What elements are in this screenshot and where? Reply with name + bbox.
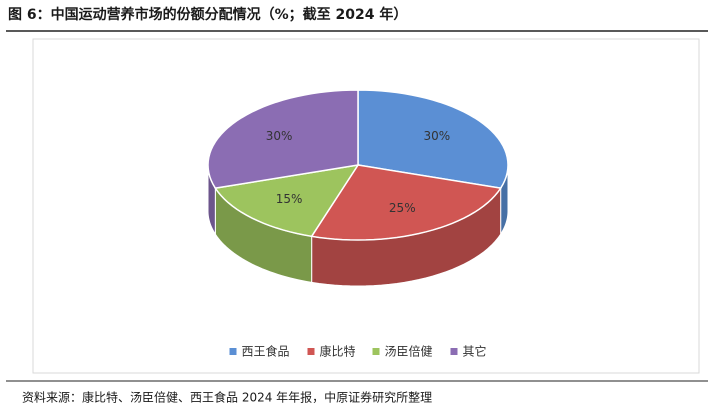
legend-label: 西王食品: [242, 344, 290, 359]
data-label: 30%: [424, 129, 451, 143]
plot-frame: [32, 38, 700, 374]
data-label: 15%: [276, 192, 303, 206]
legend-swatch: [372, 348, 380, 355]
pie-slice: [310, 164, 502, 241]
pie-slice: [357, 89, 509, 189]
legend-label: 康比特: [320, 344, 356, 359]
data-label: 30%: [266, 129, 293, 143]
chart-title: 图 6：中国运动营养市场的份额分配情况（%；截至 2024 年）: [8, 6, 407, 23]
legend-label: 其它: [463, 344, 487, 359]
legend-label: 汤臣倍健: [385, 344, 433, 359]
legend-swatch: [229, 348, 237, 355]
pie-slice: [207, 89, 359, 189]
legend: 西王食品 康比特 汤臣倍健 其它: [229, 344, 487, 359]
data-label: 25%: [389, 201, 416, 215]
legend-swatch: [450, 348, 458, 355]
pie: 30% 25% 15% 30%: [207, 89, 509, 287]
legend-swatch: [307, 348, 315, 355]
source-note: 资料来源：康比特、汤臣倍健、西王食品 2024 年年报，中原证券研究所整理: [22, 390, 432, 405]
